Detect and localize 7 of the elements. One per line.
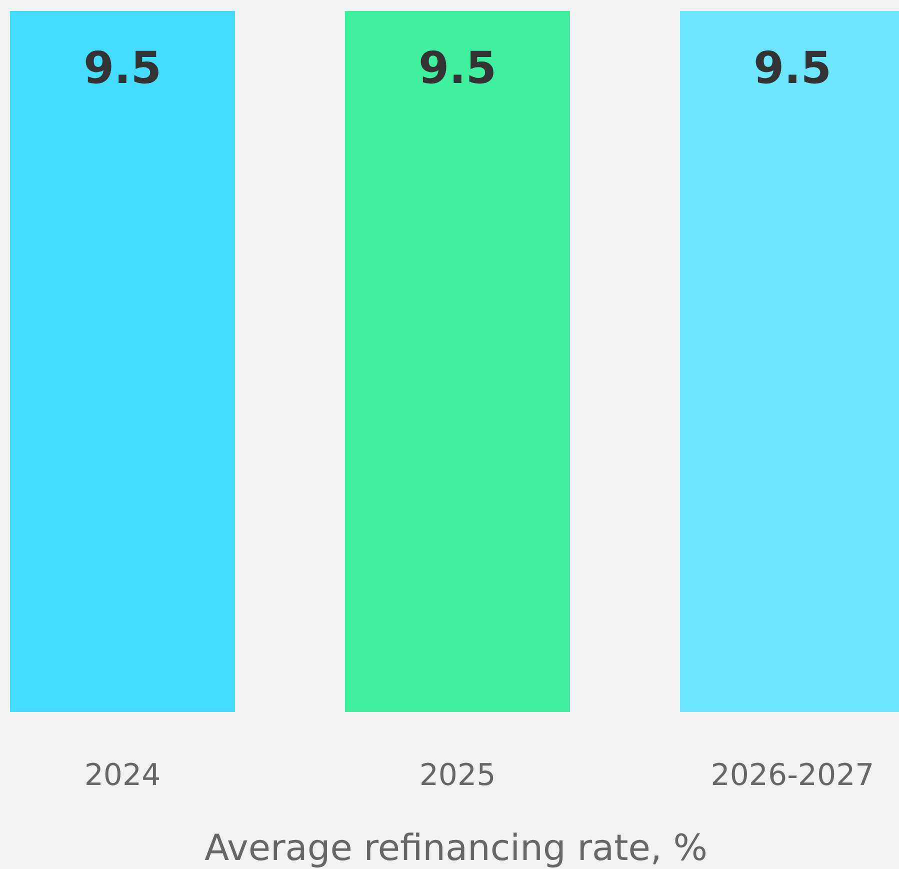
x-tick-label: 2024 <box>84 758 161 793</box>
x-tick-label: 2025 <box>419 758 496 793</box>
x-axis-title: Average refinancing rate, % <box>204 828 708 869</box>
data-label: 9.5 <box>418 43 496 94</box>
data-label: 9.5 <box>754 43 832 94</box>
data-label: 9.5 <box>84 43 162 94</box>
x-tick-label: 2026-2027 <box>710 758 874 793</box>
